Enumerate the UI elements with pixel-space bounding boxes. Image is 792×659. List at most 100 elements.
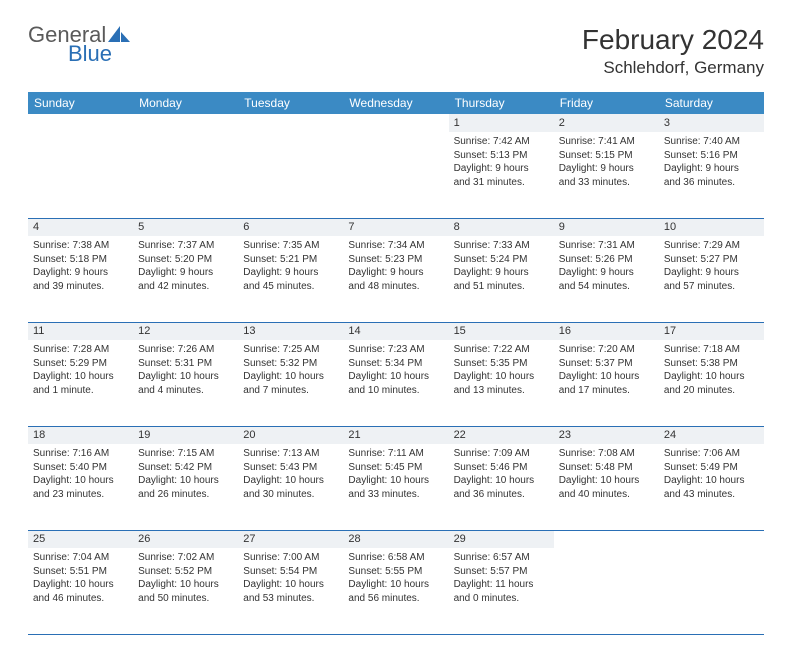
daylight2-text: and 39 minutes. [33, 280, 128, 294]
daylight1-text: Daylight: 10 hours [454, 370, 549, 384]
day-cell: Sunrise: 7:09 AMSunset: 5:46 PMDaylight:… [449, 444, 554, 530]
day-number: 28 [348, 533, 360, 545]
day-number: 23 [559, 429, 571, 441]
daylight2-text: and 43 minutes. [664, 488, 759, 502]
week-row: Sunrise: 7:04 AMSunset: 5:51 PMDaylight:… [28, 548, 764, 634]
sunrise-text: Sunrise: 7:18 AM [664, 343, 759, 357]
sunset-text: Sunset: 5:48 PM [559, 461, 654, 475]
daylight1-text: Daylight: 9 hours [454, 162, 549, 176]
day-cell: Sunrise: 7:31 AMSunset: 5:26 PMDaylight:… [554, 236, 659, 322]
weekday-header: Wednesday [343, 92, 448, 114]
day-cell [238, 132, 343, 218]
calendar-table: Sunday Monday Tuesday Wednesday Thursday… [28, 92, 764, 635]
daynum-cell: 19 [133, 426, 238, 444]
daylight2-text: and 4 minutes. [138, 384, 233, 398]
day-number: 29 [454, 533, 466, 545]
day-number: 3 [664, 117, 670, 129]
sunset-text: Sunset: 5:40 PM [33, 461, 128, 475]
day-number: 25 [33, 533, 45, 545]
sunrise-text: Sunrise: 7:06 AM [664, 447, 759, 461]
day-cell: Sunrise: 7:00 AMSunset: 5:54 PMDaylight:… [238, 548, 343, 634]
day-number: 22 [454, 429, 466, 441]
daylight1-text: Daylight: 10 hours [664, 474, 759, 488]
day-number: 14 [348, 325, 360, 337]
sunset-text: Sunset: 5:24 PM [454, 253, 549, 267]
daylight1-text: Daylight: 10 hours [348, 578, 443, 592]
weekday-header: Tuesday [238, 92, 343, 114]
sunrise-text: Sunrise: 7:00 AM [243, 551, 338, 565]
daylight1-text: Daylight: 10 hours [243, 578, 338, 592]
daynum-cell: 26 [133, 530, 238, 548]
daynum-row: 11121314151617 [28, 322, 764, 340]
day-cell: Sunrise: 7:22 AMSunset: 5:35 PMDaylight:… [449, 340, 554, 426]
brand-part2: Blue [68, 41, 112, 66]
daylight2-text: and 7 minutes. [243, 384, 338, 398]
day-cell: Sunrise: 6:58 AMSunset: 5:55 PMDaylight:… [343, 548, 448, 634]
day-cell: Sunrise: 7:41 AMSunset: 5:15 PMDaylight:… [554, 132, 659, 218]
weekday-header: Friday [554, 92, 659, 114]
daylight1-text: Daylight: 10 hours [243, 474, 338, 488]
daylight2-text: and 36 minutes. [664, 176, 759, 190]
day-cell: Sunrise: 7:35 AMSunset: 5:21 PMDaylight:… [238, 236, 343, 322]
sunrise-text: Sunrise: 7:29 AM [664, 239, 759, 253]
daynum-cell: 23 [554, 426, 659, 444]
day-cell: Sunrise: 7:34 AMSunset: 5:23 PMDaylight:… [343, 236, 448, 322]
day-cell [343, 132, 448, 218]
sunset-text: Sunset: 5:35 PM [454, 357, 549, 371]
weekday-header: Monday [133, 92, 238, 114]
day-cell [28, 132, 133, 218]
calendar-body: 123Sunrise: 7:42 AMSunset: 5:13 PMDaylig… [28, 114, 764, 635]
day-cell: Sunrise: 7:33 AMSunset: 5:24 PMDaylight:… [449, 236, 554, 322]
day-cell: Sunrise: 7:26 AMSunset: 5:31 PMDaylight:… [133, 340, 238, 426]
weekday-header-row: Sunday Monday Tuesday Wednesday Thursday… [28, 92, 764, 114]
day-cell: Sunrise: 7:40 AMSunset: 5:16 PMDaylight:… [659, 132, 764, 218]
day-cell: Sunrise: 7:42 AMSunset: 5:13 PMDaylight:… [449, 132, 554, 218]
sunset-text: Sunset: 5:15 PM [559, 149, 654, 163]
daylight2-text: and 42 minutes. [138, 280, 233, 294]
daynum-cell [133, 114, 238, 132]
sunset-text: Sunset: 5:23 PM [348, 253, 443, 267]
daynum-cell: 22 [449, 426, 554, 444]
day-cell: Sunrise: 7:02 AMSunset: 5:52 PMDaylight:… [133, 548, 238, 634]
sunrise-text: Sunrise: 7:42 AM [454, 135, 549, 149]
daylight2-text: and 45 minutes. [243, 280, 338, 294]
sunset-text: Sunset: 5:20 PM [138, 253, 233, 267]
daynum-cell: 11 [28, 322, 133, 340]
daylight2-text: and 33 minutes. [348, 488, 443, 502]
day-cell: Sunrise: 7:25 AMSunset: 5:32 PMDaylight:… [238, 340, 343, 426]
day-number: 5 [138, 221, 144, 233]
daylight1-text: Daylight: 9 hours [243, 266, 338, 280]
daylight1-text: Daylight: 10 hours [138, 578, 233, 592]
daylight2-text: and 23 minutes. [33, 488, 128, 502]
daynum-row: 2526272829 [28, 530, 764, 548]
day-cell: Sunrise: 7:28 AMSunset: 5:29 PMDaylight:… [28, 340, 133, 426]
daylight1-text: Daylight: 9 hours [559, 162, 654, 176]
logo-sail-icon [108, 26, 130, 42]
daynum-cell [238, 114, 343, 132]
daylight2-text: and 40 minutes. [559, 488, 654, 502]
daynum-cell: 16 [554, 322, 659, 340]
sunset-text: Sunset: 5:16 PM [664, 149, 759, 163]
daylight2-text: and 30 minutes. [243, 488, 338, 502]
sunset-text: Sunset: 5:46 PM [454, 461, 549, 475]
sunrise-text: Sunrise: 6:57 AM [454, 551, 549, 565]
daylight2-text: and 46 minutes. [33, 592, 128, 606]
sunrise-text: Sunrise: 7:31 AM [559, 239, 654, 253]
daylight1-text: Daylight: 11 hours [454, 578, 549, 592]
daynum-cell [343, 114, 448, 132]
sunrise-text: Sunrise: 7:25 AM [243, 343, 338, 357]
sunrise-text: Sunrise: 7:37 AM [138, 239, 233, 253]
daynum-cell: 6 [238, 218, 343, 236]
daynum-row: 45678910 [28, 218, 764, 236]
sunrise-text: Sunrise: 7:33 AM [454, 239, 549, 253]
day-number: 7 [348, 221, 354, 233]
header: General Blue February 2024 Schlehdorf, G… [28, 24, 764, 78]
daylight2-text: and 53 minutes. [243, 592, 338, 606]
sunrise-text: Sunrise: 7:08 AM [559, 447, 654, 461]
daylight2-text: and 26 minutes. [138, 488, 233, 502]
daylight1-text: Daylight: 10 hours [33, 578, 128, 592]
daynum-cell: 8 [449, 218, 554, 236]
sunrise-text: Sunrise: 7:28 AM [33, 343, 128, 357]
day-cell: Sunrise: 7:23 AMSunset: 5:34 PMDaylight:… [343, 340, 448, 426]
sunset-text: Sunset: 5:49 PM [664, 461, 759, 475]
